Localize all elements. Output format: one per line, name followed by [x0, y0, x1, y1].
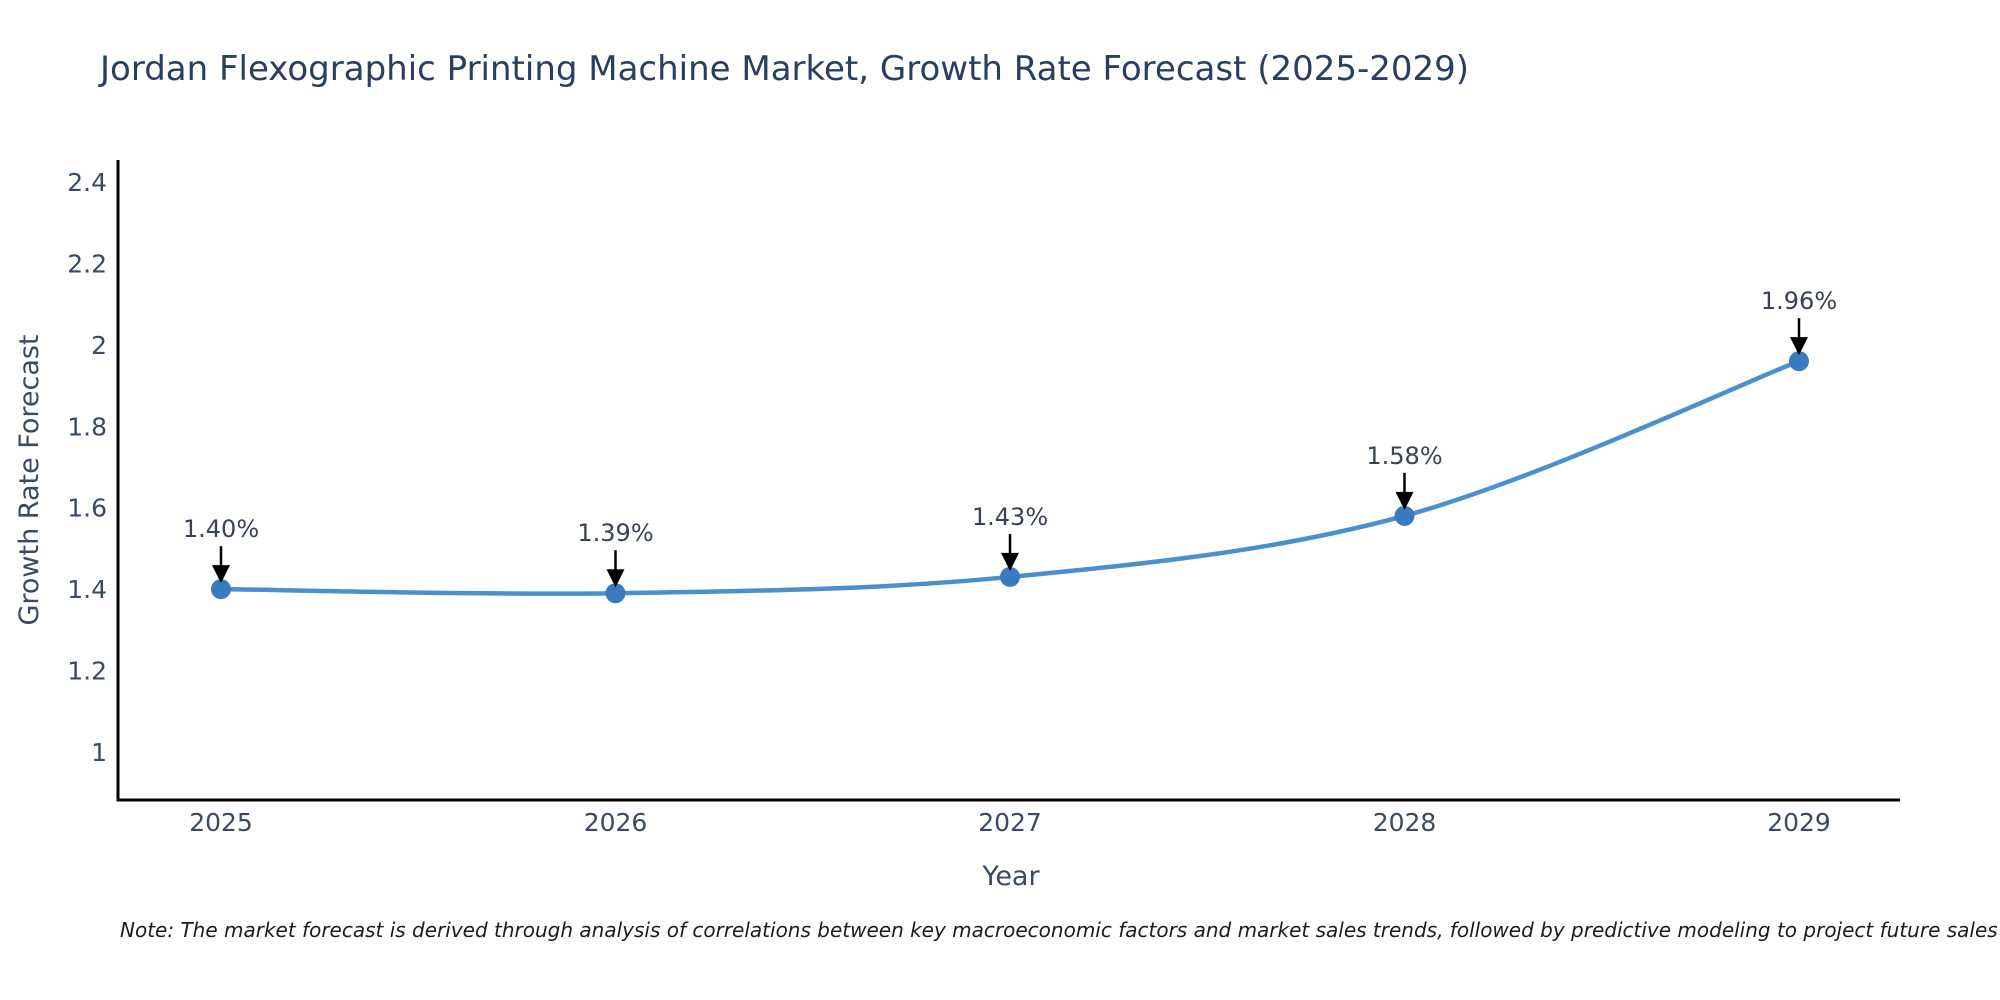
x-tick-label: 2029: [1767, 808, 1831, 837]
data-point-marker: [1789, 351, 1809, 372]
x-tick-label: 2026: [584, 808, 648, 837]
data-point-marker: [605, 583, 626, 604]
annotation-arrow-head: [212, 565, 230, 584]
y-tick-label: 2: [91, 331, 107, 360]
y-axis-title: Growth Rate Forecast: [14, 334, 45, 625]
y-tick-label: 2.4: [67, 168, 107, 197]
y-tick-label: 1.8: [67, 412, 107, 441]
point-value-label: 1.39%: [577, 519, 653, 547]
annotation-arrow-head: [1001, 552, 1019, 571]
point-value-label: 1.96%: [1761, 287, 1837, 315]
footnote-text: Note: The market forecast is derived thr…: [120, 918, 1998, 942]
point-value-label: 1.40%: [183, 515, 259, 543]
point-value-label: 1.58%: [1366, 442, 1442, 470]
point-value-label: 1.43%: [972, 503, 1048, 531]
annotation-arrow-head: [1395, 491, 1414, 510]
y-axis-tick-labels: 1 1.2 1.4 1.6 1.8 2 2.2 2.4: [67, 168, 107, 767]
x-tick-label: 2027: [978, 808, 1042, 837]
x-axis-tick-labels: 2025 2026 2027 2028 2029: [189, 808, 1831, 837]
chart-title: Jordan Flexographic Printing Machine Mar…: [98, 49, 1469, 89]
y-tick-label: 1.2: [67, 657, 107, 686]
y-tick-label: 1.6: [67, 494, 107, 523]
y-tick-label: 2.2: [67, 249, 107, 278]
x-axis-title: Year: [981, 861, 1040, 892]
annotation-arrow-head: [606, 569, 625, 588]
x-tick-label: 2025: [189, 808, 253, 837]
y-tick-label: 1: [91, 738, 107, 767]
x-tick-label: 2028: [1373, 808, 1437, 837]
annotation-layer: 1.40% 1.39% 1.43% 1.58% 1.96%: [183, 287, 1837, 588]
series-layer: [211, 351, 1809, 604]
data-point-marker: [1394, 505, 1415, 526]
annotation-arrow-head: [1790, 337, 1808, 356]
data-point-marker: [211, 579, 231, 600]
y-tick-label: 1.4: [67, 575, 107, 604]
data-point-marker: [1000, 566, 1020, 587]
